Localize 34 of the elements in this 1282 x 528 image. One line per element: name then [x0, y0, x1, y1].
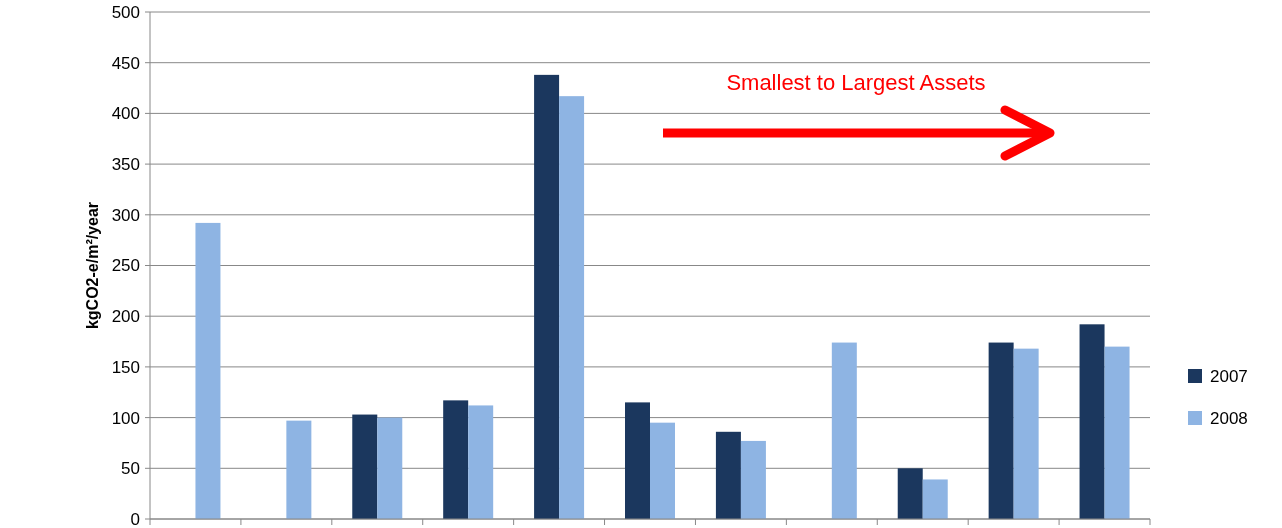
- y-tick-label: 350: [111, 155, 140, 175]
- bar: [740, 440, 766, 519]
- y-tick-label: 150: [111, 357, 140, 377]
- y-tick-label: 400: [111, 104, 140, 124]
- bar: [559, 96, 585, 519]
- y-tick-label: 0: [130, 509, 140, 528]
- y-tick-label: 100: [111, 408, 140, 428]
- bar: [625, 402, 650, 519]
- bar: [468, 405, 494, 519]
- bar: [286, 420, 312, 519]
- bar: [922, 479, 948, 519]
- y-tick-label: 300: [111, 205, 140, 225]
- bar: [195, 222, 221, 519]
- bar: [650, 422, 675, 519]
- bar: [352, 414, 378, 519]
- y-tick-label: 250: [111, 256, 140, 276]
- bar: [897, 468, 923, 519]
- bar: [831, 342, 857, 519]
- y-tick-label: 500: [111, 2, 140, 22]
- y-tick-label: 50: [121, 459, 140, 479]
- bar: [1104, 346, 1130, 519]
- bar: [715, 431, 741, 519]
- bar: [443, 400, 469, 519]
- bar: [534, 74, 560, 519]
- bar: [1079, 324, 1105, 519]
- bar: [988, 342, 1014, 519]
- bar: [377, 417, 403, 519]
- legend-label: 2007: [1210, 366, 1248, 386]
- y-tick-label: 450: [111, 53, 140, 73]
- bar: [1013, 348, 1039, 519]
- annotation: Smallest to Largest Assets: [726, 70, 986, 95]
- y-tick-label: 200: [111, 307, 140, 327]
- y-axis-title: kgCO2-e/m²/year: [84, 201, 101, 330]
- legend-label: 2008: [1210, 408, 1248, 428]
